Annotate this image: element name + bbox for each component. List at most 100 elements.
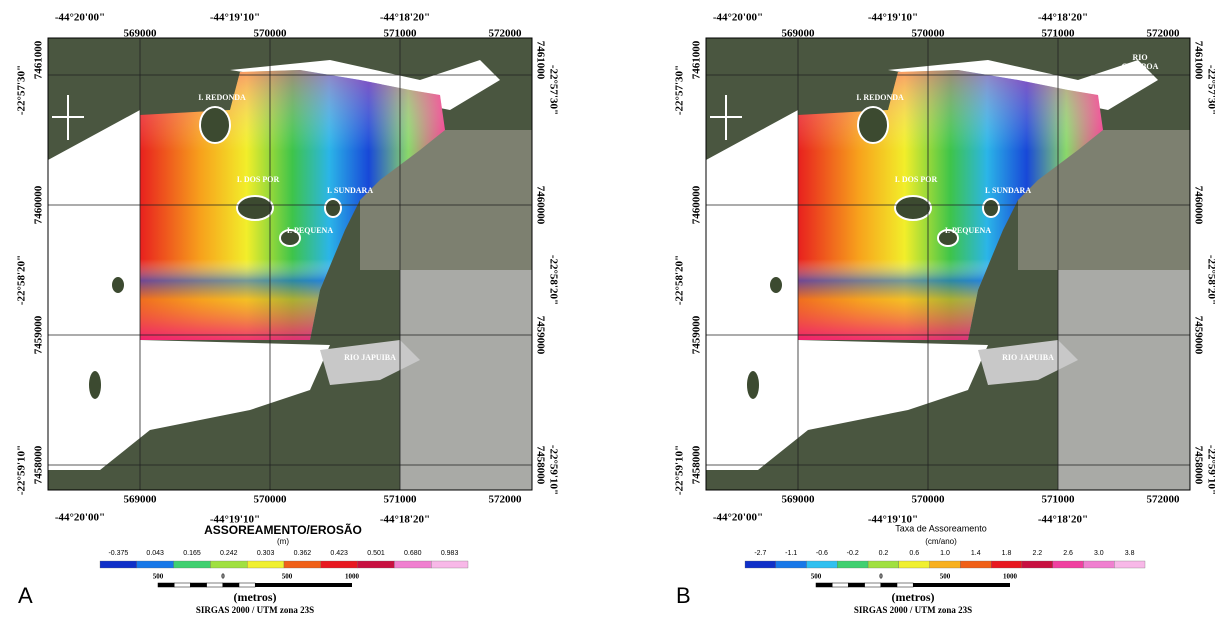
legend-swatch [137, 561, 174, 568]
legend-swatch [930, 561, 961, 568]
legend-swatch [358, 561, 395, 568]
top-longitude: -44°18'20" [380, 12, 430, 24]
left-utm: 7459000 [691, 315, 703, 354]
scale-segment [239, 583, 255, 587]
scale-segment [865, 583, 881, 587]
datum: SIRGAS 2000 / UTM zona 23S [854, 605, 972, 615]
bottom-utm: 570000 [912, 494, 946, 506]
scale-label: 1000 [1003, 573, 1018, 581]
scale-unit: (metros) [233, 590, 276, 604]
island [858, 107, 888, 143]
scale-segment [848, 583, 864, 587]
legend-tick-label: 0.983 [441, 550, 459, 557]
place-name: I. DA MURTA [87, 265, 137, 274]
place-name: RIO JAPUIBA [344, 353, 396, 362]
urban-area [400, 270, 532, 490]
bottom-utm: 571000 [1042, 494, 1076, 506]
legend-tick-label: 0.501 [367, 550, 385, 557]
legend-swatch [394, 561, 431, 568]
top-utm: 570000 [254, 28, 288, 40]
place-name: ILHA DOS [709, 352, 748, 361]
place-name: I. DOS POR [237, 175, 280, 184]
top-utm: 570000 [912, 28, 946, 40]
legend-swatch [807, 561, 838, 568]
panel-letter: B [676, 583, 691, 608]
legend-swatch [1114, 561, 1145, 568]
bottom-longitude: -44°20'00" [713, 512, 763, 524]
figure: -44°20'00" -44°19'10" -44°18'20" 569000 5700… [0, 0, 1215, 618]
top-utm: 571000 [384, 28, 418, 40]
legend-swatch [868, 561, 899, 568]
legend-swatch [745, 561, 776, 568]
top-utm: 572000 [1147, 28, 1181, 40]
scale-label: 0 [221, 573, 225, 581]
left-utm: 7461000 [33, 40, 45, 79]
top-longitude: -44°19'10" [868, 12, 918, 24]
legend-tick-label: 1.8 [1002, 550, 1012, 557]
legend-swatch [1053, 561, 1084, 568]
island [237, 196, 273, 220]
place-name: I. REDONDA [198, 93, 246, 102]
legend-swatch [431, 561, 468, 568]
scale-label: 500 [153, 573, 164, 581]
left-utm: 7458000 [691, 445, 703, 484]
right-latitude: -22°57'30" [1205, 65, 1215, 115]
legend-tick-label: 0.242 [220, 550, 238, 557]
island [770, 277, 782, 293]
legend-unit: (m) [277, 537, 289, 546]
right-utm: 7459000 [1192, 316, 1204, 355]
place-name: I. PEQUENA [287, 226, 333, 235]
scale-segment [881, 583, 897, 587]
place-name: I. PEQUENA [945, 226, 991, 235]
left-utm: 7460000 [33, 185, 45, 224]
right-latitude: -22°58'20" [547, 255, 559, 305]
right-utm: 7459000 [534, 316, 546, 355]
legend-tick-label: 0.165 [183, 550, 201, 557]
legend-unit: (cm/ano) [925, 537, 957, 546]
scale-segment [223, 583, 239, 587]
island [895, 196, 931, 220]
top-utm: 569000 [124, 28, 158, 40]
legend-tick-label: -1.1 [785, 550, 797, 557]
place-name: RIO [1132, 53, 1147, 62]
legend-swatch [100, 561, 137, 568]
legend-swatch [776, 561, 807, 568]
legend-swatch [837, 561, 868, 568]
legend-tick-label: 0.6 [909, 550, 919, 557]
right-utm: 7460000 [1192, 186, 1204, 225]
scale-label: 1000 [345, 573, 360, 581]
legend-title: Taxa de Assoreamento [895, 523, 987, 533]
legend-tick-label: 0.423 [330, 550, 348, 557]
scale-segment [897, 583, 913, 587]
left-utm: 7458000 [33, 445, 45, 484]
legend-tick-label: 2.2 [1032, 550, 1042, 557]
legend-tick-label: 2.6 [1063, 550, 1073, 557]
legend-tick-label: 1.0 [940, 550, 950, 557]
scale-segment [913, 583, 1010, 587]
top-longitude: -44°20'00" [713, 12, 763, 24]
right-utm: 7458000 [1192, 446, 1204, 485]
island [747, 371, 759, 399]
scale-label: 0 [879, 573, 883, 581]
bottom-utm: 572000 [1147, 494, 1181, 506]
top-utm: 572000 [489, 28, 523, 40]
island [983, 199, 999, 217]
legend-tick-label: 0.303 [257, 550, 275, 557]
legend-tick-label: 0.2 [879, 550, 889, 557]
top-longitude: -44°18'20" [1038, 12, 1088, 24]
bottom-utm: 572000 [489, 494, 523, 506]
bottom-longitude: -44°18'20" [1038, 514, 1088, 526]
top-utm: 569000 [782, 28, 816, 40]
legend-swatch [1022, 561, 1053, 568]
place-name: GAMBOA [1122, 62, 1159, 71]
scale-label: 500 [811, 573, 822, 581]
legend-tick-label: 0.680 [404, 550, 422, 557]
legend-swatch [1083, 561, 1114, 568]
right-utm: 7458000 [534, 446, 546, 485]
scale-segment [832, 583, 848, 587]
top-longitude: -44°19'10" [210, 12, 260, 24]
scale-segment [207, 583, 223, 587]
bottom-longitude: -44°18'20" [380, 514, 430, 526]
island [112, 277, 124, 293]
scale-segment [158, 583, 174, 587]
